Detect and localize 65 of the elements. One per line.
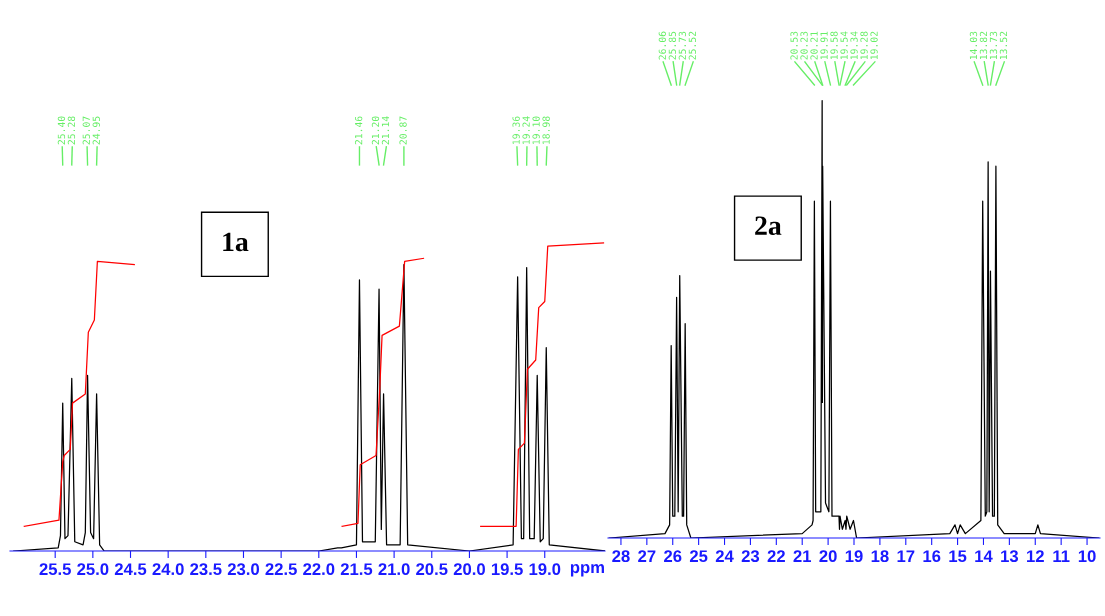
x-axis-title: ppm <box>570 564 604 577</box>
x-tick-label: 25.0 <box>77 563 109 576</box>
annotation: 2a <box>755 216 782 236</box>
annotation: 20.87 <box>399 116 407 145</box>
annotation: 25.40 <box>57 116 66 145</box>
x-tick-label: 23 <box>741 550 760 563</box>
annotation: 19.54 <box>840 31 848 60</box>
x-tick-label: 24.0 <box>152 563 184 576</box>
x-tick-label: 21.0 <box>378 563 410 576</box>
x-tick-label: 27 <box>638 550 656 562</box>
x-tick-label: 21 <box>793 550 812 562</box>
annotation: 21.20 <box>371 116 380 145</box>
annotation: 14.03 <box>969 31 978 60</box>
annotation: 25.52 <box>688 31 697 60</box>
x-tick-label: 24.5 <box>114 563 147 576</box>
x-tick-label: 22 <box>767 550 785 562</box>
annotation: 20.21 <box>810 31 818 60</box>
annotation: 1a <box>223 232 249 252</box>
annotation: 13.73 <box>989 31 998 60</box>
annotation: 19.28 <box>860 31 868 60</box>
annotation: 20.23 <box>800 31 808 60</box>
annotation: 24.95 <box>92 116 100 145</box>
x-tick-label: 26 <box>664 550 682 563</box>
annotation: 19.10 <box>532 116 540 144</box>
x-tick-label: 24 <box>715 550 734 562</box>
annotation: 18.98 <box>542 116 550 144</box>
annotation: 19.24 <box>522 116 530 144</box>
x-tick-label: 16 <box>923 550 941 563</box>
x-tick-label: 18 <box>871 550 889 563</box>
annotation: 21.14 <box>381 116 390 145</box>
x-tick-label: 22.5 <box>265 563 297 576</box>
annotation: 20.53 <box>790 31 798 60</box>
x-tick-label: 12 <box>1027 550 1044 562</box>
x-tick-label: 14 <box>975 550 993 562</box>
x-tick-label: 19.0 <box>529 563 561 576</box>
x-tick-label: 19.5 <box>491 563 523 576</box>
annotation: 25.73 <box>678 31 687 60</box>
x-tick-label: 21.5 <box>340 563 373 576</box>
x-tick-label: 15 <box>949 550 967 563</box>
x-tick-label: 11 <box>1053 550 1070 562</box>
x-tick-label: 10 <box>1078 550 1096 563</box>
annotation: 19.91 <box>820 31 828 60</box>
x-tick-label: 20.5 <box>416 563 448 576</box>
annotation: 26.06 <box>658 31 667 60</box>
annotation: 25.28 <box>67 116 76 145</box>
annotation: 21.46 <box>354 116 363 145</box>
x-tick-label: 23.0 <box>227 563 260 576</box>
annotation: 19.02 <box>870 31 878 60</box>
annotation: 19.34 <box>850 31 858 60</box>
x-tick-label: 20.0 <box>453 563 485 576</box>
x-tick-label: 22.0 <box>303 563 335 576</box>
annotation: 19.36 <box>512 116 520 144</box>
x-tick-label: 23.5 <box>190 563 222 576</box>
annotation: 13.52 <box>999 31 1008 60</box>
x-tick-label: 28 <box>612 550 630 563</box>
annotation: 25.07 <box>82 116 90 145</box>
annotation: 25.85 <box>668 31 677 60</box>
x-tick-label: 19 <box>845 550 863 563</box>
x-tick-label: 13 <box>1001 550 1019 563</box>
x-tick-label: 25 <box>689 550 708 563</box>
annotation: 19.58 <box>830 31 838 60</box>
x-tick-label: 17 <box>897 550 915 562</box>
x-tick-label: 20 <box>819 550 837 563</box>
annotation: 13.82 <box>979 31 988 60</box>
x-tick-label: 25.5 <box>39 563 71 576</box>
